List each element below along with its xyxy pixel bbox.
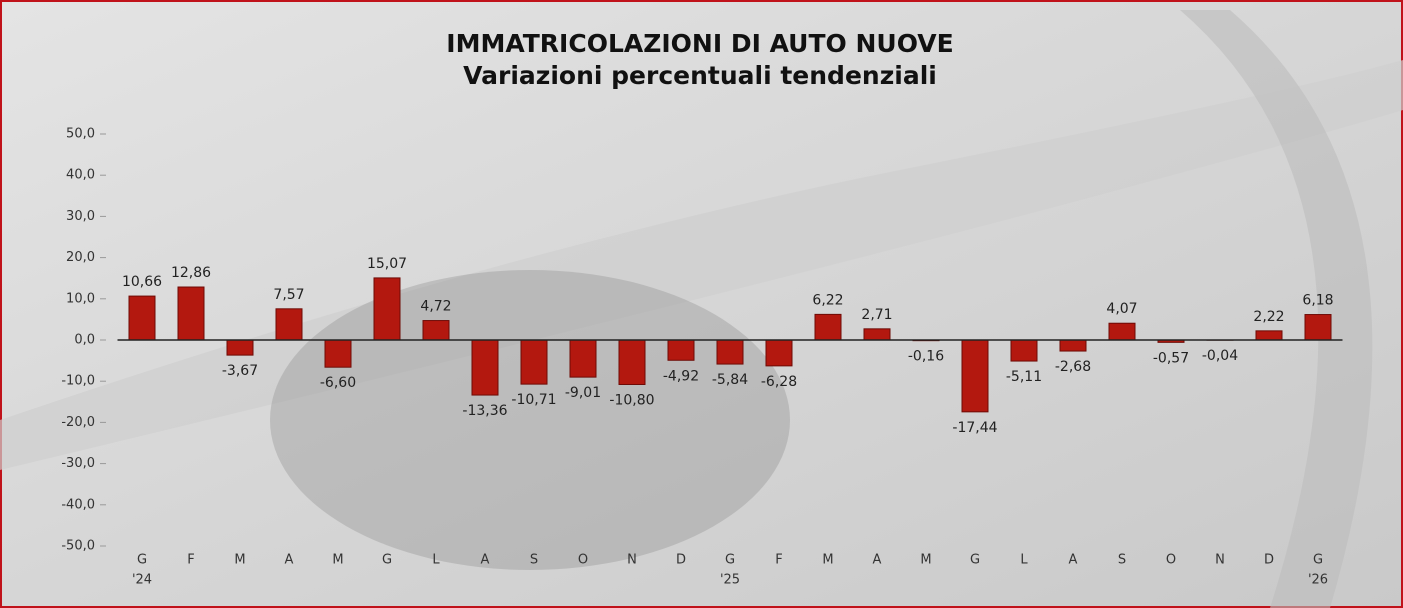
x-year-label: '25	[720, 573, 740, 588]
bar	[667, 339, 695, 361]
x-year-label: '24	[132, 573, 152, 588]
value-label: 15,07	[367, 256, 407, 272]
x-tick-label: A	[873, 553, 882, 568]
x-tick-label: A	[1069, 553, 1078, 568]
value-label: -5,84	[712, 372, 748, 388]
x-tick-label: S	[530, 553, 538, 568]
chart-subtitle: Variazioni percentuali tendenziali	[463, 61, 937, 90]
bar	[863, 328, 891, 341]
bar	[275, 308, 303, 341]
road-decoration	[1180, 10, 1373, 608]
value-label: 4,07	[1106, 301, 1137, 317]
x-tick-label: A	[481, 553, 490, 568]
bar	[618, 339, 646, 385]
value-label: -0,04	[1202, 348, 1238, 364]
x-tick-label: N	[627, 553, 637, 568]
value-label: -6,28	[761, 374, 797, 390]
y-tick-label: 50,0	[66, 127, 95, 142]
x-tick-label: G	[1313, 553, 1323, 568]
x-tick-label: A	[285, 553, 294, 568]
x-tick-label: M	[822, 553, 833, 568]
value-label: 12,86	[171, 265, 211, 281]
y-tick-label: -10,0	[61, 374, 95, 389]
y-tick-label: -40,0	[61, 497, 95, 512]
bar	[1108, 322, 1136, 341]
bar	[520, 339, 548, 385]
x-tick-label: M	[920, 553, 931, 568]
value-label: -13,36	[462, 403, 507, 419]
x-tick-label: F	[187, 553, 194, 568]
value-label: 6,22	[812, 292, 843, 308]
value-label: -0,16	[908, 349, 944, 365]
x-tick-label: S	[1118, 553, 1126, 568]
x-tick-label: D	[1264, 553, 1274, 568]
chart-title: IMMATRICOLAZIONI DI AUTO NUOVE	[446, 29, 953, 58]
x-tick-label: D	[676, 553, 686, 568]
x-tick-label: M	[234, 553, 245, 568]
x-tick-label: G	[382, 553, 392, 568]
y-tick-label: 40,0	[66, 168, 95, 183]
bar	[716, 339, 744, 365]
x-tick-label: G	[137, 553, 147, 568]
x-tick-label: G	[970, 553, 980, 568]
bar	[324, 339, 352, 368]
y-tick-label: 0,0	[74, 333, 95, 348]
value-label: -5,11	[1006, 369, 1042, 385]
bar	[471, 339, 499, 396]
value-label: -6,60	[320, 375, 356, 391]
bar	[422, 320, 450, 341]
bar	[814, 313, 842, 341]
x-tick-label: O	[1166, 553, 1176, 568]
value-label: -9,01	[565, 385, 601, 401]
bar	[1304, 314, 1332, 341]
value-label: -17,44	[952, 420, 997, 436]
x-tick-label: M	[332, 553, 343, 568]
bar	[1059, 339, 1087, 352]
x-tick-label: L	[432, 553, 440, 568]
value-label: -0,57	[1153, 350, 1189, 366]
bar	[177, 286, 205, 341]
value-label: 6,18	[1302, 293, 1333, 309]
value-label: 2,71	[861, 307, 892, 323]
value-label: -3,67	[222, 363, 258, 379]
bar	[765, 339, 793, 367]
x-tick-label: O	[578, 553, 588, 568]
value-label: 10,66	[122, 274, 162, 290]
y-tick-label: -20,0	[61, 415, 95, 430]
bar	[961, 339, 989, 413]
bar	[373, 277, 401, 341]
value-label: 4,72	[420, 299, 451, 315]
value-label: -4,92	[663, 368, 699, 384]
bar	[1255, 330, 1283, 341]
car-decoration	[270, 270, 790, 570]
value-label: -10,71	[511, 392, 556, 408]
y-tick-label: 20,0	[66, 250, 95, 265]
bar	[1010, 339, 1038, 362]
value-label: -10,80	[609, 392, 654, 408]
x-tick-label: G	[725, 553, 735, 568]
y-tick-label: 10,0	[66, 291, 95, 306]
x-tick-label: F	[775, 553, 782, 568]
x-year-label: '26	[1308, 573, 1328, 588]
value-label: 7,57	[273, 287, 304, 303]
value-label: 2,22	[1253, 309, 1284, 325]
x-tick-label: L	[1020, 553, 1028, 568]
x-tick-label: N	[1215, 553, 1225, 568]
y-tick-label: -50,0	[61, 539, 95, 554]
value-label: -2,68	[1055, 359, 1091, 375]
y-tick-label: 30,0	[66, 209, 95, 224]
bar	[226, 339, 254, 356]
y-tick-label: -30,0	[61, 456, 95, 471]
bar	[128, 295, 156, 341]
bar	[569, 339, 597, 378]
